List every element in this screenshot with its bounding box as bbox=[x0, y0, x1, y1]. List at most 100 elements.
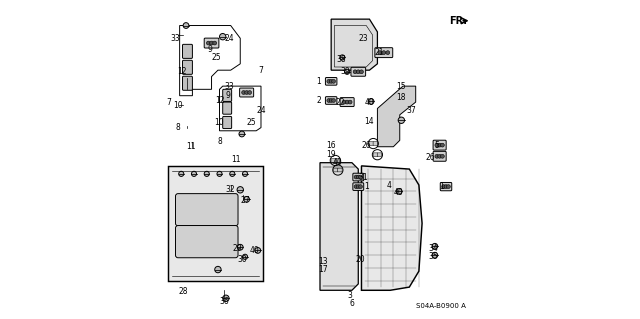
Circle shape bbox=[329, 99, 333, 102]
FancyBboxPatch shape bbox=[353, 183, 364, 190]
Circle shape bbox=[207, 41, 211, 45]
Circle shape bbox=[243, 171, 248, 176]
Circle shape bbox=[442, 185, 445, 189]
FancyBboxPatch shape bbox=[377, 153, 381, 157]
Text: 3: 3 bbox=[348, 291, 353, 300]
Text: 29: 29 bbox=[232, 244, 242, 253]
Circle shape bbox=[248, 91, 252, 94]
Text: 9: 9 bbox=[207, 45, 212, 54]
Polygon shape bbox=[378, 86, 416, 147]
Circle shape bbox=[444, 185, 448, 189]
FancyBboxPatch shape bbox=[239, 88, 253, 97]
Text: 33: 33 bbox=[170, 34, 180, 43]
Circle shape bbox=[327, 79, 331, 83]
Circle shape bbox=[217, 171, 222, 176]
Circle shape bbox=[332, 79, 335, 83]
Text: 26: 26 bbox=[425, 153, 435, 162]
FancyBboxPatch shape bbox=[331, 159, 335, 162]
Circle shape bbox=[378, 51, 381, 55]
Text: 20: 20 bbox=[355, 256, 365, 264]
Text: 24: 24 bbox=[256, 106, 266, 115]
Text: 40: 40 bbox=[365, 98, 374, 107]
Circle shape bbox=[237, 187, 243, 193]
Circle shape bbox=[354, 185, 358, 189]
Circle shape bbox=[440, 143, 444, 147]
Text: 14: 14 bbox=[365, 117, 374, 126]
Text: 16: 16 bbox=[326, 141, 336, 150]
FancyBboxPatch shape bbox=[182, 60, 193, 74]
Circle shape bbox=[348, 100, 352, 104]
Text: 7: 7 bbox=[259, 66, 264, 75]
Circle shape bbox=[432, 252, 438, 258]
FancyBboxPatch shape bbox=[353, 173, 364, 181]
Text: S04A-B0900 A: S04A-B0900 A bbox=[416, 303, 465, 309]
FancyBboxPatch shape bbox=[373, 142, 378, 145]
Text: 8: 8 bbox=[175, 123, 180, 132]
Text: 17: 17 bbox=[318, 265, 328, 274]
Circle shape bbox=[344, 69, 349, 74]
FancyBboxPatch shape bbox=[433, 140, 446, 150]
Circle shape bbox=[386, 51, 390, 55]
FancyBboxPatch shape bbox=[182, 44, 193, 58]
Circle shape bbox=[382, 51, 386, 55]
Circle shape bbox=[438, 154, 442, 158]
Text: 13: 13 bbox=[318, 257, 328, 266]
Circle shape bbox=[447, 185, 451, 189]
Circle shape bbox=[356, 70, 360, 74]
Circle shape bbox=[398, 117, 404, 123]
Circle shape bbox=[356, 175, 360, 179]
Circle shape bbox=[179, 171, 184, 176]
Circle shape bbox=[191, 171, 196, 176]
Text: 37: 37 bbox=[406, 106, 416, 115]
FancyBboxPatch shape bbox=[440, 182, 452, 191]
FancyBboxPatch shape bbox=[204, 38, 219, 48]
Polygon shape bbox=[331, 19, 378, 70]
Text: 32: 32 bbox=[226, 185, 236, 194]
FancyBboxPatch shape bbox=[335, 159, 340, 162]
Text: 18: 18 bbox=[397, 93, 406, 102]
Polygon shape bbox=[362, 166, 422, 290]
FancyBboxPatch shape bbox=[375, 48, 393, 57]
Text: FR.: FR. bbox=[449, 16, 467, 26]
Text: 40: 40 bbox=[333, 158, 342, 167]
Circle shape bbox=[332, 99, 335, 102]
Circle shape bbox=[243, 254, 248, 259]
Text: 10: 10 bbox=[214, 118, 225, 127]
Text: 12: 12 bbox=[177, 67, 187, 76]
Circle shape bbox=[244, 91, 248, 94]
FancyBboxPatch shape bbox=[433, 152, 446, 161]
Text: 22: 22 bbox=[336, 98, 346, 107]
Circle shape bbox=[396, 189, 402, 194]
Circle shape bbox=[435, 154, 439, 158]
Circle shape bbox=[230, 171, 235, 176]
Text: 24: 24 bbox=[224, 34, 234, 43]
Text: 9: 9 bbox=[225, 91, 230, 100]
Circle shape bbox=[183, 23, 189, 28]
FancyBboxPatch shape bbox=[325, 78, 337, 85]
Circle shape bbox=[353, 70, 357, 74]
Text: 12: 12 bbox=[215, 96, 224, 105]
Text: 1: 1 bbox=[316, 77, 321, 86]
Circle shape bbox=[329, 79, 333, 83]
Text: 33: 33 bbox=[224, 82, 234, 91]
Circle shape bbox=[213, 41, 217, 45]
Circle shape bbox=[220, 33, 226, 40]
Text: 1: 1 bbox=[439, 182, 444, 191]
Circle shape bbox=[204, 171, 209, 176]
Text: 34: 34 bbox=[428, 244, 438, 253]
Circle shape bbox=[358, 185, 362, 189]
Circle shape bbox=[360, 70, 364, 74]
FancyBboxPatch shape bbox=[223, 102, 232, 114]
Text: 15: 15 bbox=[397, 82, 406, 91]
Text: 21: 21 bbox=[374, 48, 384, 57]
Text: 40: 40 bbox=[250, 246, 259, 255]
Text: 8: 8 bbox=[217, 137, 222, 146]
FancyBboxPatch shape bbox=[175, 194, 238, 226]
Circle shape bbox=[435, 143, 439, 147]
Text: 6: 6 bbox=[349, 299, 355, 308]
Circle shape bbox=[440, 154, 444, 158]
Text: 10: 10 bbox=[173, 101, 183, 110]
Circle shape bbox=[239, 131, 244, 137]
Circle shape bbox=[255, 248, 260, 253]
Circle shape bbox=[438, 143, 442, 147]
